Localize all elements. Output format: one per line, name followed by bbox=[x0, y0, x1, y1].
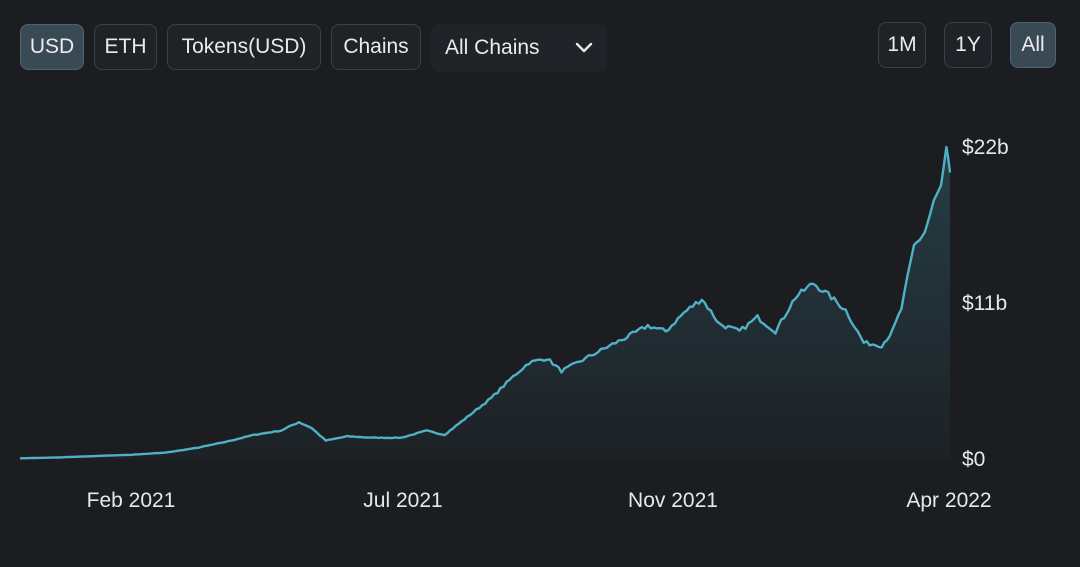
chain-select-value: All Chains bbox=[445, 36, 540, 59]
x-tick-label: Feb 2021 bbox=[87, 489, 176, 512]
range-all-button[interactable]: All bbox=[1010, 22, 1056, 68]
denomination-toolbar: USD ETH Tokens(USD) Chains All Chains bbox=[20, 24, 607, 72]
range-toolbar: 1M 1Y All bbox=[878, 22, 1056, 68]
series-line bbox=[19, 145, 952, 460]
x-tick-label: Jul 2021 bbox=[363, 489, 442, 512]
tokens-usd-button[interactable]: Tokens(USD) bbox=[167, 24, 321, 70]
chains-button[interactable]: Chains bbox=[331, 24, 421, 70]
chevron-down-icon bbox=[575, 39, 593, 57]
usd-button[interactable]: USD bbox=[20, 24, 84, 70]
x-tick-label: Apr 2022 bbox=[906, 489, 991, 512]
series-area-fill bbox=[20, 147, 950, 459]
eth-button[interactable]: ETH bbox=[94, 24, 157, 70]
range-1m-button[interactable]: 1M bbox=[878, 22, 926, 68]
chain-select[interactable]: All Chains bbox=[431, 24, 607, 72]
x-tick-label: Nov 2021 bbox=[628, 489, 718, 512]
range-1y-button[interactable]: 1Y bbox=[944, 22, 992, 68]
y-tick-label: $22b bbox=[962, 136, 1009, 159]
y-tick-label: $11b bbox=[962, 292, 1007, 315]
y-tick-label: $0 bbox=[962, 448, 985, 471]
